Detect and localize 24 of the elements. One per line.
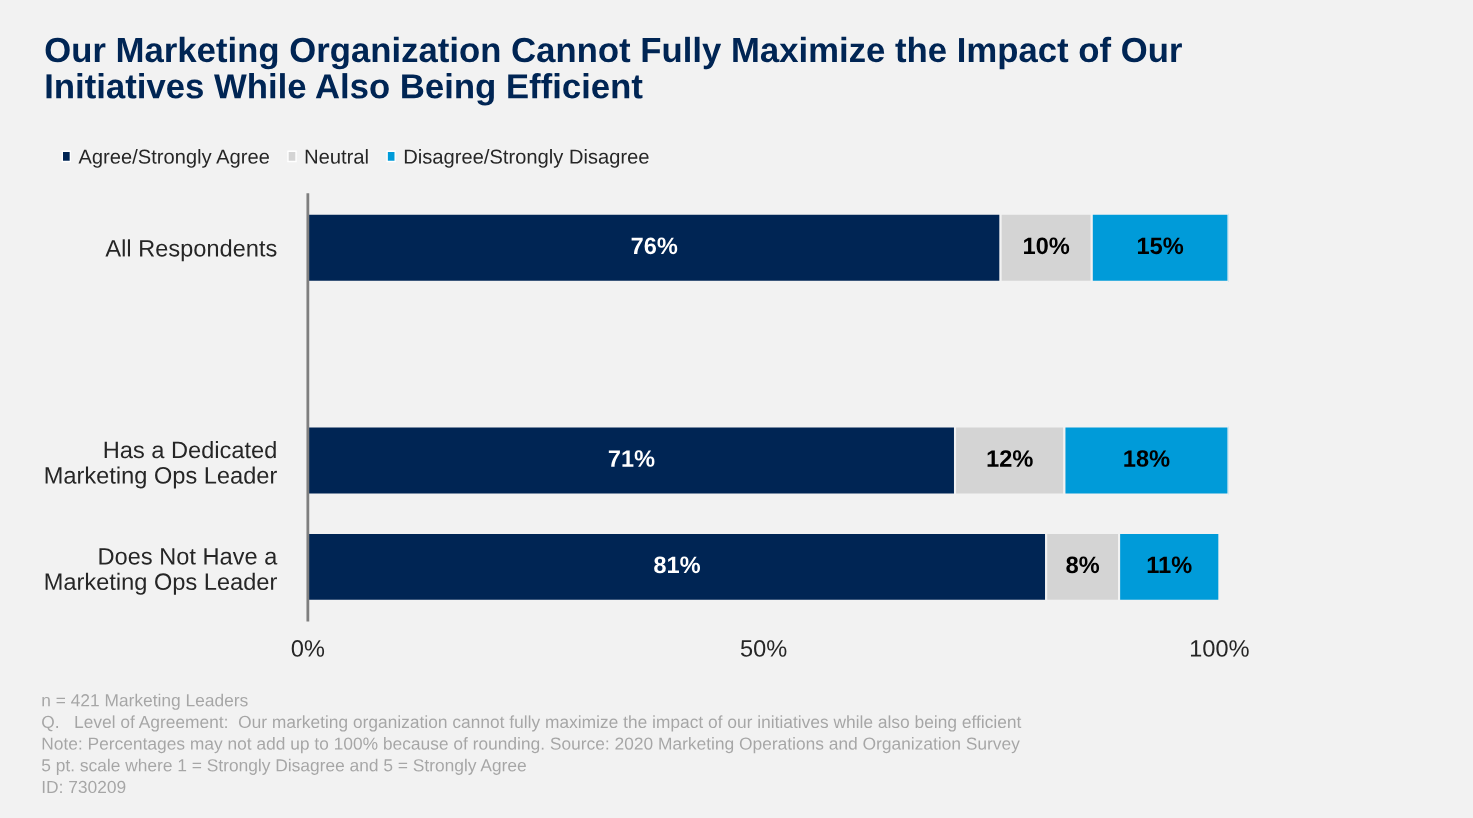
x-tick-label: 50% <box>740 640 787 657</box>
x-tick-label: 0% <box>291 640 325 657</box>
text: Note: Percentages may not add up to 100% because of rounding. Source: 2020 Marketing Operations and Organization Survey <box>42 737 1020 754</box>
data-label: 10% <box>1024 237 1070 255</box>
data-label: 81% <box>654 556 701 574</box>
data-label: 11% <box>1147 556 1192 574</box>
legend-label: Neutral <box>305 149 368 164</box>
text: Q. Level of Agreement: Our marketing organization cannot fully maximize the impact of our initiatives while also being efficient <box>42 715 1022 732</box>
text: 5 pt. scale where 1 = Strongly Disagree and 5 = Strongly Agree <box>41 758 526 775</box>
data-label: 76% <box>631 237 678 255</box>
y-tick-label: Does Not Have a Marketing Ops Leader <box>45 548 278 595</box>
data-label: 8% <box>1066 556 1100 574</box>
data-label: 15% <box>1137 237 1184 255</box>
chart-title: Our Marketing Organization Cannot Fully Maximize the Impact of Our Initiatives While Also Being Efficient <box>45 36 1182 106</box>
data-label: 71% <box>608 450 655 467</box>
data-label: 12% <box>987 450 1033 467</box>
data-label: 18% <box>1124 450 1170 467</box>
y-tick-label: Has a Dedicated Marketing Ops Leader <box>45 440 277 489</box>
legend-label: Agree/Strongly Agree <box>78 149 269 168</box>
x-tick-label: 100% <box>1190 640 1249 657</box>
y-tick-label: All Respondents <box>105 239 277 262</box>
text: n = 421 Marketing Leaders <box>42 693 248 710</box>
legend-label: Disagree/Strongly Disagree <box>404 149 649 168</box>
text: ID: 730209 <box>42 780 126 794</box>
